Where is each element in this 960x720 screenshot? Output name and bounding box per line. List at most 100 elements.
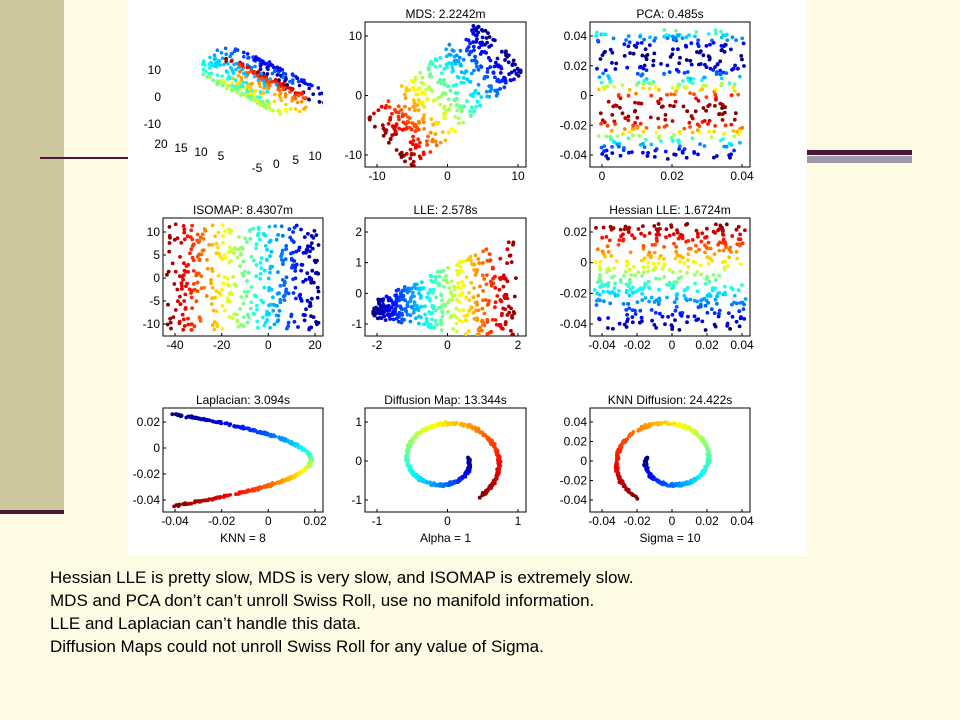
y-tick-label: 0.04 — [564, 415, 588, 429]
scatter-point — [300, 92, 304, 96]
scatter-point — [313, 271, 318, 276]
scatter-point — [182, 268, 187, 273]
scatter-point — [189, 247, 194, 252]
scatter-point — [495, 56, 500, 61]
scatter-point — [702, 469, 707, 474]
scatter-point — [268, 326, 272, 330]
scatter-point — [607, 268, 612, 273]
scatter-point — [297, 472, 302, 477]
scatter-point — [651, 261, 655, 266]
scatter-point — [468, 93, 473, 97]
scatter-point — [250, 65, 254, 70]
scatter-point — [736, 92, 741, 97]
scatter-point — [633, 273, 638, 278]
scatter-point — [461, 76, 466, 80]
scatter-point — [394, 316, 399, 321]
scatter-point — [230, 81, 234, 85]
scatter-point — [471, 262, 476, 267]
scatter-point — [724, 33, 728, 38]
scatter-point — [513, 62, 517, 67]
scatter-point — [220, 257, 225, 261]
scatter-point — [662, 420, 667, 424]
scatter-point — [255, 487, 260, 491]
scatter-point — [601, 71, 605, 76]
scatter-point — [493, 318, 498, 322]
scatter-point — [738, 243, 742, 248]
scatter-point — [475, 333, 480, 336]
slide-caption: Hessian LLE is pretty slow, MDS is very … — [50, 566, 950, 658]
scatter-point — [512, 68, 517, 73]
scatter-point — [732, 117, 737, 122]
scatter-point — [258, 84, 262, 89]
scatter-point — [700, 87, 704, 92]
x-tick-label: 0 — [444, 169, 451, 183]
x-tick-label: 10 — [308, 149, 322, 163]
y-tick-label: -0.02 — [560, 474, 588, 488]
scatter-point — [397, 310, 402, 315]
scatter-point — [719, 44, 724, 48]
scatter-point — [414, 92, 419, 97]
scatter-point — [640, 53, 645, 58]
scatter-point — [452, 54, 457, 59]
scatter-point — [722, 50, 727, 54]
scatter-point — [476, 91, 481, 96]
scatter-point — [290, 96, 295, 100]
scatter-point — [610, 50, 615, 55]
scatter-point — [275, 303, 279, 308]
scatter-point — [640, 292, 644, 296]
scatter-point — [316, 86, 321, 90]
scatter-point — [485, 75, 490, 79]
scatter-point — [224, 69, 229, 73]
scatter-point — [597, 75, 602, 79]
scatter-point — [645, 468, 649, 472]
scatter-point — [682, 126, 687, 131]
scatter-point — [223, 229, 227, 233]
scatter-point — [601, 85, 606, 90]
scatter-point — [177, 319, 182, 324]
scatter-point — [461, 57, 466, 62]
scatter-point — [500, 49, 504, 54]
scatter-point — [634, 45, 639, 49]
scatter-point — [481, 298, 485, 303]
scatter-point — [246, 56, 250, 60]
scatter-point — [640, 298, 645, 302]
caption-line-2: MDS and PCA don’t can’t unroll Swiss Rol… — [50, 591, 595, 610]
scatter-point — [473, 58, 477, 63]
scatter-point — [454, 329, 459, 334]
scatter-point — [411, 104, 415, 109]
scatter-point — [702, 119, 707, 123]
scatter-point — [258, 276, 263, 281]
scatter-point — [630, 308, 635, 312]
scatter-point — [397, 117, 401, 122]
scatter-point — [603, 254, 607, 259]
y-tick-label: 1 — [355, 256, 362, 270]
scatter-point — [203, 69, 208, 74]
scatter-point — [296, 248, 301, 253]
scatter-point — [182, 324, 187, 328]
scatter-point — [268, 434, 273, 438]
scatter-point — [613, 122, 617, 126]
scatter-point — [717, 248, 722, 253]
scatter-point — [489, 442, 493, 446]
y-tick-label: 5 — [153, 248, 160, 262]
scatter-point — [484, 247, 489, 252]
x-tick-label: -40 — [166, 338, 184, 352]
scatter-point — [207, 62, 212, 66]
scatter-point — [453, 91, 458, 95]
scatter-point — [464, 332, 468, 336]
scatter-point — [453, 129, 458, 134]
scatter-point — [255, 430, 260, 435]
x-tick-label: 0.02 — [695, 514, 719, 528]
scatter-point — [317, 100, 322, 104]
scatter-point — [480, 35, 485, 40]
scatter-point — [721, 137, 725, 142]
scatter-point — [648, 35, 652, 40]
scatter-point — [607, 238, 612, 243]
scatter-point — [272, 99, 277, 104]
scatter-point — [448, 103, 453, 107]
scatter-point — [729, 122, 734, 127]
scatter-point — [692, 314, 697, 319]
scatter-point — [310, 246, 315, 251]
scatter-point — [616, 472, 620, 477]
